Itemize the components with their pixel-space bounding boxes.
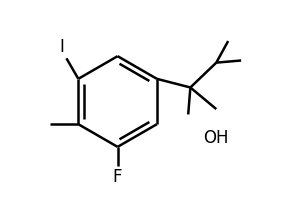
Text: F: F bbox=[113, 168, 122, 186]
Text: OH: OH bbox=[203, 129, 229, 146]
Text: I: I bbox=[59, 38, 64, 56]
